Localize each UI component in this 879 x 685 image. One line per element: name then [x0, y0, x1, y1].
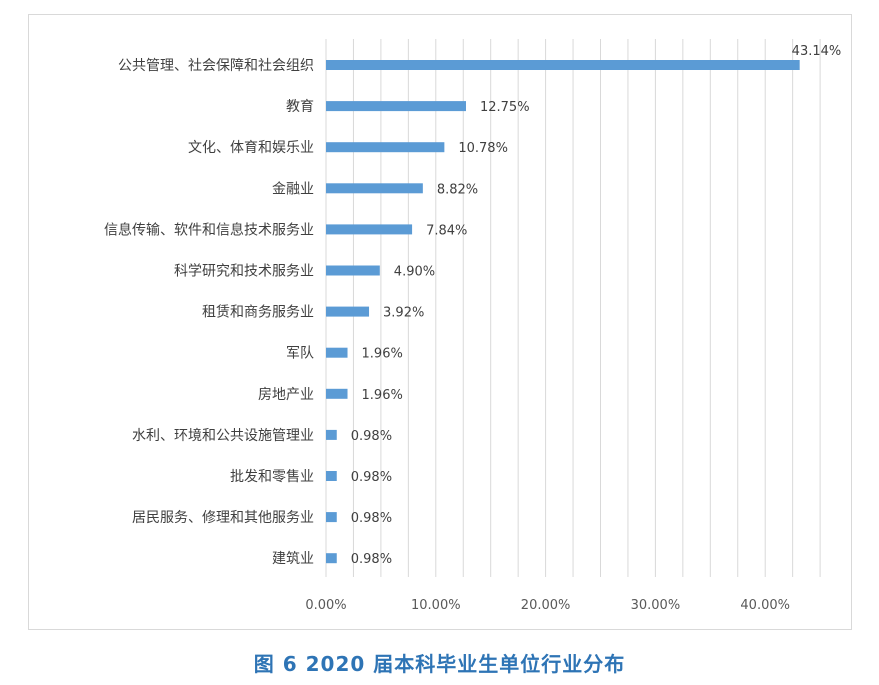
- category-label: 金融业: [272, 181, 314, 197]
- data-label: 0.98%: [351, 470, 392, 485]
- bar-chart: 0.00% 10.00% 20.00% 30.00% 40.00% 公共管理、社会保障和社…: [104, 39, 842, 613]
- figure-caption: 图 6 2020 届本科毕业生单位行业分布: [253, 652, 626, 676]
- data-label: 8.82%: [437, 182, 478, 197]
- category-label: 建筑业: [272, 551, 314, 567]
- data-label: 3.92%: [383, 306, 424, 321]
- data-label: 0.98%: [351, 511, 392, 526]
- data-label: 1.96%: [362, 347, 403, 362]
- x-tick-label: 30.00%: [631, 598, 681, 613]
- bar: [326, 512, 337, 523]
- category-label: 军队: [286, 346, 314, 362]
- data-label: 1.96%: [362, 388, 403, 403]
- bar: [326, 471, 337, 481]
- bar: [326, 347, 348, 358]
- category-label: 公共管理、社会保障和社会组织: [118, 58, 314, 74]
- x-tick-label: 20.00%: [521, 598, 571, 613]
- category-label: 文化、体育和娱乐业: [188, 140, 314, 156]
- x-tick-label: 40.00%: [740, 598, 790, 613]
- bar: [326, 388, 348, 399]
- category-label: 房地产业: [258, 387, 314, 403]
- data-label: 12.75%: [480, 100, 530, 115]
- category-label: 科学研究和技术服务业: [174, 264, 314, 280]
- data-label: 4.90%: [394, 265, 435, 280]
- chart-frame: 0.00% 10.00% 20.00% 30.00% 40.00% 公共管理、社会保障和社…: [28, 14, 852, 630]
- data-label: 10.78%: [458, 141, 508, 156]
- bar: [326, 265, 380, 276]
- x-tick-label: 10.00%: [411, 598, 461, 613]
- data-label: 0.98%: [351, 552, 392, 567]
- category-label: 教育: [286, 99, 314, 115]
- bar: [326, 429, 337, 440]
- data-label: 43.14%: [792, 44, 842, 59]
- bar: [326, 60, 800, 70]
- bar: [326, 306, 370, 317]
- data-label: 0.98%: [351, 429, 392, 444]
- x-tick-label: 0.00%: [305, 598, 346, 613]
- category-label: 信息传输、软件和信息技术服务业: [104, 221, 314, 238]
- category-label: 居民服务、修理和其他服务业: [132, 510, 314, 526]
- bar: [326, 142, 445, 153]
- category-label: 租赁和商务服务业: [202, 305, 314, 321]
- bar: [326, 553, 337, 564]
- bar: [326, 101, 466, 112]
- bar: [326, 183, 423, 194]
- category-label: 水利、环境和公共设施管理业: [132, 428, 314, 444]
- bar: [326, 224, 413, 235]
- category-label: 批发和零售业: [230, 469, 314, 485]
- data-label: 7.84%: [426, 223, 467, 238]
